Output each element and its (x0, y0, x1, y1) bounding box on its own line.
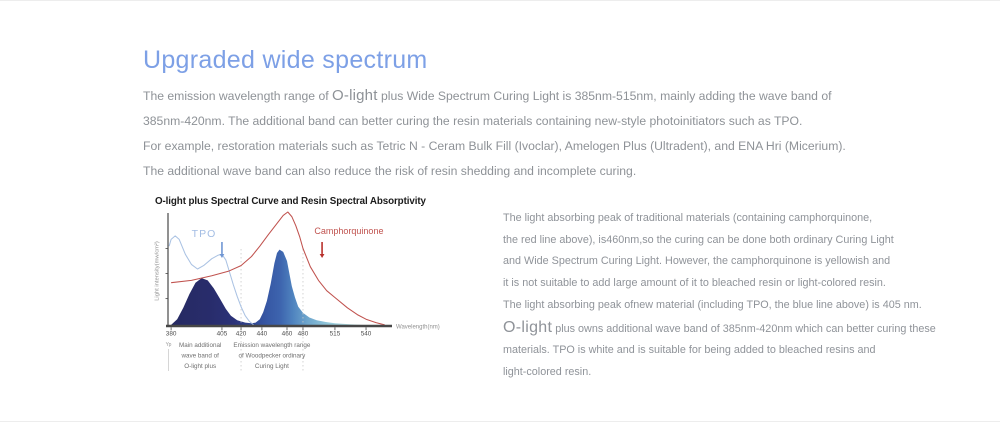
explanation-line: light-colored resin. (503, 365, 592, 378)
spectral-chart: O-light plus Spectral Curve and Resin Sp… (150, 196, 500, 391)
explanation-paragraph: The light absorbing peak of traditional … (503, 208, 948, 384)
intro-paragraph: The emission wavelength range of O-light… (143, 83, 923, 184)
region-annotation-left: wave band of (180, 353, 219, 360)
page-title: Upgraded wide spectrum (143, 46, 428, 74)
explanation-line: The light absorbing peak of traditional … (503, 212, 873, 224)
emission-spectrum-area (171, 249, 381, 326)
x-tick-label-440: 440 (257, 331, 268, 338)
explanation-line: it is not suitable to add large amount o… (503, 277, 886, 290)
intro-line: For example, restoration materials such … (143, 139, 846, 153)
x-tick-label-515: 515 (330, 331, 341, 338)
explanation-line: and Wide Spectrum Curing Light. However,… (503, 255, 891, 268)
x-tick-label-380: 380 (166, 331, 177, 338)
tpo-arrowhead-icon (219, 253, 225, 258)
region-annotation-left: O-light plus (184, 363, 216, 370)
camphorquinone-label: Camphorquinone (314, 226, 383, 236)
explanation-line6-rest: plus owns additional wave band of 385nm-… (552, 322, 936, 335)
region-annotation-right: Curing Light (255, 363, 289, 370)
x-tick-label-405: 405 (217, 331, 228, 338)
x-tick-label-420: 420 (236, 331, 247, 338)
camphorquinone-curve (171, 211, 385, 326)
explanation-line: the red line above), is460nm,so the curi… (503, 233, 894, 246)
intro-line1-prefix: The emission wavelength range of (143, 89, 333, 103)
origin-marker-label: Yp (166, 342, 172, 348)
y-axis-label: Light intensity(mw/cm²) (155, 241, 161, 301)
brand-word: O-light (332, 87, 378, 104)
tpo-curve (168, 235, 254, 326)
top-border (0, 0, 1000, 1)
intro-line1-rest: plus Wide Spectrum Curing Light is 385nm… (377, 89, 832, 103)
camphorquinone-arrowhead-icon (319, 253, 325, 258)
spectral-chart-canvas: 380 405 420 440 460 480 515 540 Wavelength(nm) Li… (155, 211, 440, 372)
intro-line: 385nm-420nm. The additional band can bet… (143, 114, 803, 128)
x-axis-label: Wavelength(nm) (396, 325, 440, 331)
x-tick-label-540: 540 (361, 331, 372, 338)
brand-word: O-light (503, 318, 553, 336)
explanation-line: The light absorbing peak ofnew material … (503, 298, 922, 311)
intro-line: The additional wave band can also reduce… (143, 164, 637, 178)
x-tick-label-460: 460 (282, 331, 293, 338)
explanation-line: O-light plus owns additional wave band o… (503, 317, 948, 341)
intro-line: The emission wavelength range of O-light… (143, 83, 923, 109)
region-annotation-right: of Woodpecker ordinary (239, 353, 307, 360)
region-annotation-right: Emission wavelength range (233, 342, 311, 349)
region-annotation-left: Main additional (179, 342, 221, 349)
chart-title: O-light plus Spectral Curve and Resin Sp… (155, 196, 426, 207)
explanation-line: materials. TPO is white and is suitable … (503, 344, 876, 357)
tpo-label: TPO (192, 228, 217, 240)
x-tick-label-480: 480 (298, 331, 309, 338)
